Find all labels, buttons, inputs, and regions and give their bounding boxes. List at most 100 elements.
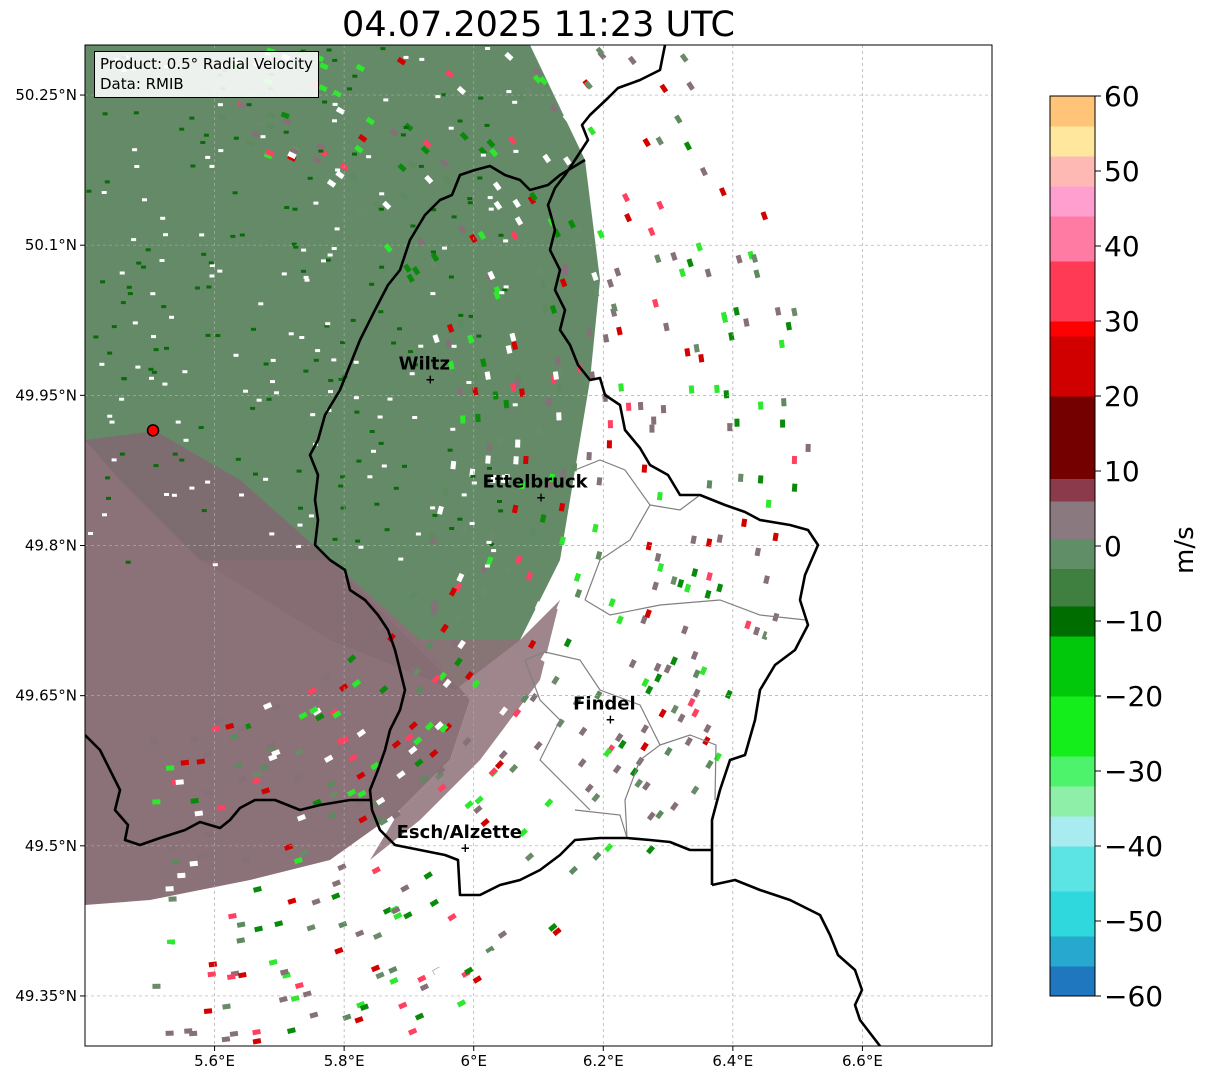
velocity-speckle [485,945,495,955]
velocity-speckle [499,291,505,295]
velocity-speckle [109,420,115,424]
velocity-speckle [515,439,521,448]
velocity-speckle [269,532,275,536]
colorbar-segment [1050,478,1095,502]
velocity-speckle [207,971,216,978]
velocity-speckle [136,261,142,265]
velocity-speckle [287,151,297,160]
velocity-speckle [659,83,669,94]
velocity-speckle [691,708,700,718]
velocity-speckle [595,550,603,561]
colorbar-segment [1050,966,1095,997]
colorbar-segment [1050,606,1095,637]
velocity-speckle [436,766,446,776]
velocity-speckle [381,464,387,468]
velocity-speckle [430,535,438,545]
velocity-speckle [403,126,409,129]
velocity-speckle [209,264,215,267]
velocity-speckle [383,98,389,102]
velocity-speckle [720,561,727,571]
velocity-speckle [338,377,344,381]
velocity-speckle [544,798,554,808]
velocity-speckle [754,547,761,557]
velocity-speckle [235,457,241,461]
velocity-speckle [312,707,322,716]
velocity-speckle [656,491,663,501]
velocity-speckle [677,713,686,723]
velocity-speckle [448,126,454,130]
velocity-speckle [414,758,424,768]
city-marker-icon: + [460,841,470,855]
velocity-speckle [439,158,449,168]
velocity-speckle [468,314,474,318]
velocity-speckle [460,415,466,424]
velocity-speckle [354,410,360,414]
velocity-speckle [148,367,154,371]
velocity-speckle [476,334,482,338]
velocity-speckle [153,348,159,352]
velocity-speckle [307,686,317,696]
velocity-speckle [372,932,383,940]
velocity-speckle [472,387,479,396]
velocity-speckle [120,301,126,305]
velocity-speckle [189,116,195,120]
velocity-speckle [208,961,218,968]
velocity-speckle [618,383,624,392]
velocity-speckle [656,200,665,210]
velocity-speckle [256,119,266,128]
velocity-speckle [292,207,298,211]
velocity-speckle [402,464,407,468]
velocity-speckle [159,259,165,262]
velocity-speckle [589,371,596,380]
velocity-speckle [556,412,562,421]
velocity-speckle [194,286,200,290]
velocity-speckle [613,267,622,277]
velocity-speckle [190,164,196,168]
velocity-speckle [529,526,537,536]
velocity-speckle [145,248,151,252]
velocity-speckle [594,690,603,700]
city-label: Ettelbruck [483,471,589,492]
velocity-speckle [179,127,185,131]
velocity-speckle [523,455,529,465]
velocity-speckle [214,717,224,725]
velocity-speckle [556,601,565,611]
velocity-speckle [437,505,444,515]
velocity-speckle [389,127,399,137]
velocity-speckle [493,200,503,211]
velocity-speckle [529,692,539,703]
velocity-speckle [574,588,583,599]
velocity-speckle [215,334,221,337]
velocity-speckle [236,937,246,944]
velocity-speckle [429,260,439,270]
y-axis-ticks: 50.25°N 50.1°N 49.95°N 49.8°N 49.65°N 49.5°N 4… [15,86,85,1005]
velocity-speckle [378,441,384,445]
velocity-speckle [533,741,543,751]
velocity-speckle [437,783,447,793]
velocity-speckle [170,858,180,865]
velocity-speckle [233,353,239,357]
velocity-speckle [325,258,331,262]
velocity-speckle [217,103,223,107]
velocity-speckle [704,268,712,278]
velocity-speckle [432,966,443,976]
velocity-speckle [690,535,697,545]
velocity-speckle [617,335,625,345]
velocity-speckle [119,452,125,456]
velocity-speckle [703,225,712,236]
colorbar-segment [1050,336,1095,397]
velocity-speckle [480,818,490,828]
velocity-speckle [464,800,474,810]
velocity-speckle [447,912,457,922]
y-tick-label: 50.1°N [25,236,77,254]
velocity-speckle [284,206,290,209]
velocity-speckle [670,704,679,714]
velocity-speckle [149,376,154,380]
velocity-speckle [353,396,359,400]
velocity-speckle [441,93,447,97]
velocity-speckle [563,638,572,648]
velocity-speckle [310,696,320,706]
velocity-speckle [266,111,276,119]
velocity-speckle [487,196,493,200]
velocity-speckle [489,147,499,158]
